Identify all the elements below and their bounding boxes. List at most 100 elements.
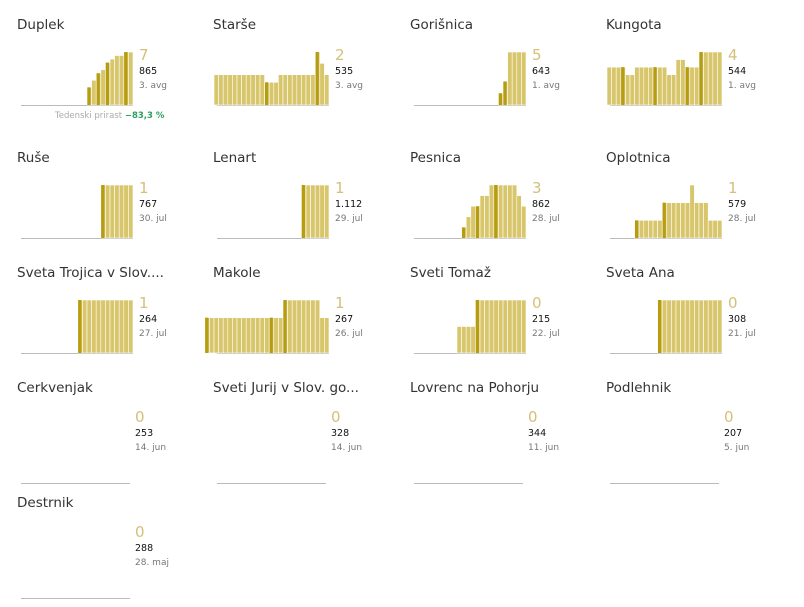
bar (684, 299, 691, 354)
bar (305, 184, 311, 239)
bar (638, 66, 645, 106)
municipality-card-destrnik[interactable]: Destrnik 0 288 28. maj (17, 495, 207, 607)
municipality-card-oplotnica[interactable]: Oplotnica 1 579 28. jul (606, 150, 796, 262)
bar (661, 66, 668, 106)
municipality-card-gorisnica[interactable]: Gorišnica 5 643 1. avg (410, 17, 600, 129)
bar (680, 59, 686, 106)
new-case-bar (96, 73, 100, 105)
municipality-name: Starše (213, 17, 257, 33)
bar (712, 51, 718, 106)
bar (86, 299, 92, 354)
bar (324, 74, 330, 106)
bar (615, 66, 622, 106)
bar (694, 299, 700, 354)
bar-chart (204, 299, 330, 354)
bar (287, 74, 293, 106)
municipality-card-lovrenc-na-pohorju[interactable]: Lovrenc na Pohorju 0 344 11. jun (410, 380, 600, 492)
bar (666, 202, 672, 239)
bar (684, 202, 691, 239)
municipality-card-sveta-ana[interactable]: Sveta Ana 0 308 21. jul (606, 265, 796, 377)
bar (241, 317, 247, 354)
bar (680, 202, 686, 239)
bar (264, 317, 270, 354)
bar (465, 216, 472, 239)
bar-chart (414, 483, 523, 484)
municipality-card-sveta-trojica-v-slov[interactable]: Sveta Trojica v Slov.... 1 264 27. jul (17, 265, 207, 377)
bar (227, 74, 233, 106)
bar-chart (414, 299, 527, 354)
bar (259, 317, 265, 354)
bar-chart (21, 51, 134, 106)
bar (511, 51, 518, 106)
weekly-growth-label: Tedenski prirast (55, 111, 123, 121)
new-case-bar (462, 227, 466, 238)
bar-chart (21, 299, 134, 354)
municipality-card-lenart[interactable]: Lenart 1 1.112 29. jul (213, 150, 403, 262)
bar (488, 184, 495, 239)
new-case-bar (498, 93, 502, 105)
new-cases-count: 0 (135, 523, 145, 541)
bar (282, 74, 288, 106)
municipality-card-starse[interactable]: Starše 2 535 3. avg (213, 17, 403, 129)
bar (109, 299, 115, 354)
bar (218, 317, 224, 354)
bar-chart (21, 483, 130, 484)
bar (502, 184, 508, 239)
municipality-card-sveti-tomaz[interactable]: Sveti Tomaž 0 215 22. jul (410, 265, 600, 377)
bar (259, 74, 265, 106)
bar (648, 220, 654, 239)
new-case-bar (315, 52, 319, 105)
total-count: 215 (532, 314, 551, 325)
municipality-card-sveti-jurij-v-slov-go[interactable]: Sveti Jurij v Slov. go... 0 328 14. jun (213, 380, 403, 492)
bar (479, 195, 485, 239)
new-case-bar (205, 317, 209, 353)
bar (707, 51, 714, 106)
total-count: 253 (135, 428, 154, 439)
municipality-card-ruse[interactable]: Ruše 1 767 30. jul (17, 150, 207, 262)
bar (105, 184, 111, 239)
bar-chart (414, 184, 527, 239)
bar (213, 317, 219, 354)
last-case-date: 21. jul (728, 329, 756, 339)
bar (296, 299, 302, 354)
bar-chart (606, 51, 723, 106)
new-cases-count: 1 (139, 294, 149, 312)
new-case-bar (475, 300, 479, 353)
bar (625, 74, 631, 106)
municipality-card-makole[interactable]: Makole 1 267 26. jul (204, 265, 403, 377)
new-cases-count: 7 (139, 46, 149, 64)
bar (694, 202, 700, 239)
last-case-date: 28. maj (135, 558, 169, 568)
municipality-card-pesnica[interactable]: Pesnica 3 862 28. jul (410, 150, 600, 262)
municipality-card-cerkvenjak[interactable]: Cerkvenjak 0 253 14. jun (17, 380, 207, 492)
new-case-bar (621, 67, 625, 105)
bar-chart (610, 184, 723, 239)
new-case-bar (78, 300, 82, 353)
bar (498, 184, 504, 239)
new-cases-count: 1 (139, 179, 149, 197)
new-case-bar (301, 185, 305, 238)
bar (218, 74, 224, 106)
bar (123, 299, 129, 354)
new-cases-count: 0 (135, 408, 145, 426)
bar (227, 317, 233, 354)
municipality-card-kungota[interactable]: Kungota 4 544 1. avg (606, 17, 796, 129)
bar-chart (213, 51, 330, 106)
bar (689, 66, 695, 106)
new-cases-count: 2 (335, 46, 345, 64)
bar (516, 195, 522, 239)
bar (521, 205, 527, 239)
bar (671, 202, 677, 239)
bar (698, 202, 704, 239)
municipality-card-duplek[interactable]: Duplek 7 865 3. avg Tedenski prirast −83,3 % (17, 17, 207, 129)
bar (291, 74, 298, 106)
last-case-date: 14. jun (135, 443, 167, 453)
bar (671, 299, 677, 354)
bar (717, 220, 723, 239)
bar (470, 205, 476, 239)
bar (465, 326, 472, 354)
bar (324, 317, 330, 354)
municipality-card-podlehnik[interactable]: Podlehnik 0 207 5. jun (606, 380, 796, 492)
bar (652, 220, 658, 239)
bar (250, 74, 256, 106)
